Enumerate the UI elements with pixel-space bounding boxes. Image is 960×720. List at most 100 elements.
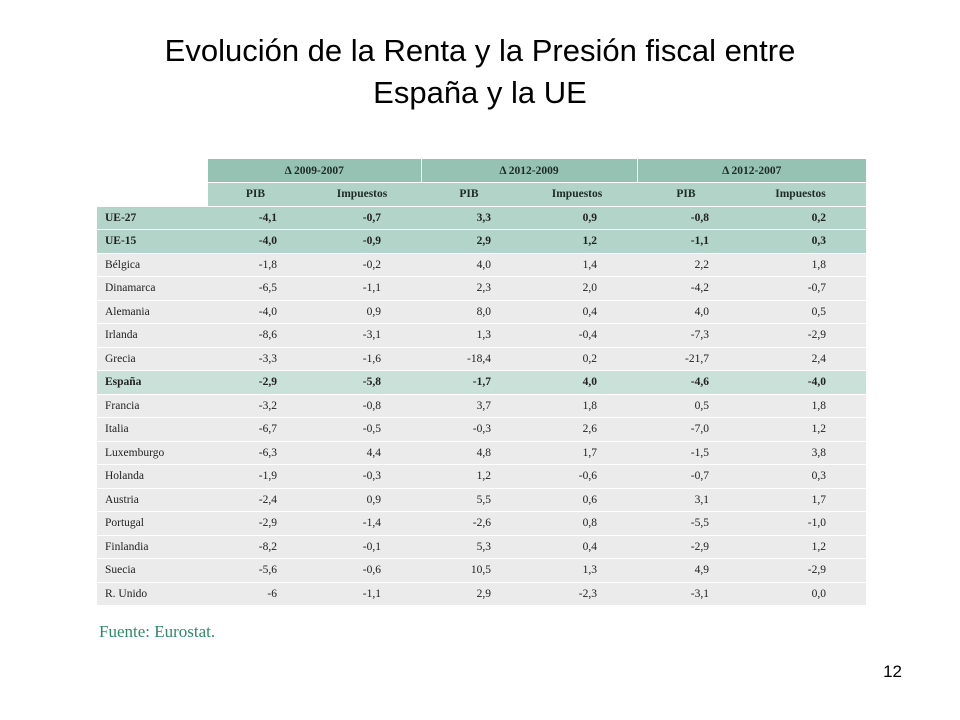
value-cell: -0,7 [637,464,735,489]
value-cell: 1,8 [735,253,866,277]
value-cell: 3,1 [637,488,735,512]
period-header-row: Δ 2009-2007 Δ 2012-2009 Δ 2012-2007 [97,159,866,183]
value-cell: 3,3 [421,206,517,230]
value-cell: -0,8 [637,206,735,230]
value-cell: -0,9 [303,229,421,254]
value-cell: -1,8 [208,253,303,277]
row-label: Francia [97,394,208,418]
value-cell: 2,9 [421,229,517,254]
value-cell: -0,8 [303,394,421,418]
value-cell: 5,3 [421,535,517,559]
page-number: 12 [883,662,902,681]
value-cell: -2,9 [637,535,735,559]
value-cell: 3,7 [421,394,517,418]
value-cell: -0,7 [303,206,421,230]
value-cell: 8,0 [421,300,517,324]
value-cell: -2,9 [735,323,866,348]
value-cell: 0,5 [735,300,866,324]
table-row: UE-15 -4,0 -0,9 2,9 1,2 -1,1 0,3 [97,229,866,254]
value-cell: -0,2 [303,253,421,277]
value-cell: 2,3 [421,276,517,301]
table-row: Alemania -4,0 0,9 8,0 0,4 4,0 0,5 [97,300,866,324]
row-label: Portugal [97,511,208,536]
value-cell: -2,9 [735,558,866,583]
value-cell: -6 [208,582,303,606]
value-cell: -4,6 [637,370,735,395]
value-cell: 0,0 [735,582,866,606]
value-cell: -1,6 [303,347,421,371]
value-cell: 1,2 [421,464,517,489]
value-cell: 2,0 [517,276,637,301]
value-cell: 4,0 [637,300,735,324]
slide-title-line-1: Evolución de la Renta y la Presión fisca… [164,33,796,68]
value-cell: -4,0 [208,300,303,324]
table-row: Italia -6,7 -0,5 -0,3 2,6 -7,0 1,2 [97,417,866,442]
table-row: Dinamarca -6,5 -1,1 2,3 2,0 -4,2 -0,7 [97,276,866,301]
table-row: Grecia -3,3 -1,6 -18,4 0,2 -21,7 2,4 [97,347,866,371]
value-cell: 4,0 [517,370,637,395]
row-label: Finlandia [97,535,208,559]
value-cell: 4,8 [421,441,517,465]
column-header: Impuestos [303,182,421,207]
value-cell: -3,2 [208,394,303,418]
value-cell: 0,5 [637,394,735,418]
column-header: PIB [208,182,303,207]
table-body: UE-27 -4,1 -0,7 3,3 0,9 -0,8 0,2 UE-15 -4,0 -0,9 2… [97,206,866,606]
value-cell: -3,1 [303,323,421,348]
value-cell: -5,8 [303,370,421,395]
table-row: Suecia -5,6 -0,6 10,5 1,3 4,9 -2,9 [97,558,866,583]
row-label: España [97,370,208,395]
value-cell: 1,7 [735,488,866,512]
value-cell: 0,3 [735,229,866,254]
column-header: Impuestos [517,182,637,207]
value-cell: -4,0 [735,370,866,395]
table-row: Portugal -2,9 -1,4 -2,6 0,8 -5,5 -1,0 [97,511,866,536]
table-row: Francia -3,2 -0,8 3,7 1,8 0,5 1,8 [97,394,866,418]
value-cell: 1,3 [421,323,517,348]
row-label: Dinamarca [97,276,208,301]
table-row: Bélgica -1,8 -0,2 4,0 1,4 2,2 1,8 [97,253,866,277]
value-cell: -1,5 [637,441,735,465]
value-cell: 1,2 [517,229,637,254]
column-header: Impuestos [735,182,866,207]
value-cell: -8,6 [208,323,303,348]
value-cell: -0,3 [303,464,421,489]
value-cell: -2,9 [208,370,303,395]
value-cell: -18,4 [421,347,517,371]
row-label: Bélgica [97,253,208,277]
value-cell: -3,1 [637,582,735,606]
value-cell: -21,7 [637,347,735,371]
row-label: R. Unido [97,582,208,606]
value-cell: 4,4 [303,441,421,465]
value-cell: 1,2 [735,417,866,442]
table-row: Finlandia -8,2 -0,1 5,3 0,4 -2,9 1,2 [97,535,866,559]
value-cell: -0,6 [303,558,421,583]
value-cell: 0,2 [517,347,637,371]
value-cell: -4,1 [208,206,303,230]
value-cell: 3,8 [735,441,866,465]
row-label: Holanda [97,464,208,489]
value-cell: 10,5 [421,558,517,583]
value-cell: -1,1 [303,582,421,606]
table-row: España -2,9 -5,8 -1,7 4,0 -4,6 -4,0 [97,370,866,395]
value-cell: -0,5 [303,417,421,442]
value-cell: -4,0 [208,229,303,254]
value-cell: 1,3 [517,558,637,583]
column-header: PIB [637,182,735,207]
row-label: Italia [97,417,208,442]
table-row: Holanda -1,9 -0,3 1,2 -0,6 -0,7 0,3 [97,464,866,489]
slide-title: Evolución de la Renta y la Presión fisca… [40,30,920,114]
table-row: Austria -2,4 0,9 5,5 0,6 3,1 1,7 [97,488,866,512]
table-row: Luxemburgo -6,3 4,4 4,8 1,7 -1,5 3,8 [97,441,866,465]
row-label: Grecia [97,347,208,371]
value-cell: -7,0 [637,417,735,442]
row-label: Suecia [97,558,208,583]
row-label: UE-27 [97,206,208,230]
value-cell: -4,2 [637,276,735,301]
period-header: Δ 2012-2007 [637,159,866,183]
row-label: Austria [97,488,208,512]
value-cell: -1,1 [303,276,421,301]
value-cell: -5,6 [208,558,303,583]
value-cell: 1,2 [735,535,866,559]
value-cell: -6,5 [208,276,303,301]
